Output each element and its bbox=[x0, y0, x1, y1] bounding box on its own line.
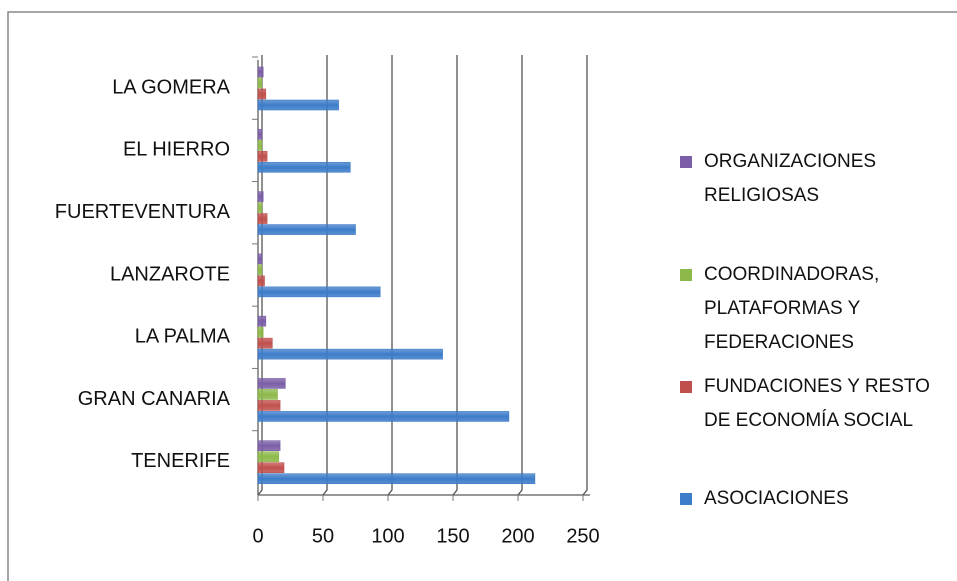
x-tick-label: 0 bbox=[252, 525, 263, 547]
y-tick-label: LA GOMERA bbox=[112, 76, 230, 98]
y-tick-label: GRAN CANARIA bbox=[78, 388, 231, 410]
bar bbox=[257, 337, 273, 349]
bar bbox=[257, 213, 268, 224]
grid-line bbox=[582, 55, 588, 496]
bar bbox=[257, 224, 356, 235]
x-tick-label: 200 bbox=[501, 525, 534, 547]
bar bbox=[257, 440, 281, 452]
legend-label: ASOCIACIONES bbox=[704, 488, 849, 509]
bar bbox=[257, 315, 267, 327]
bar bbox=[257, 378, 286, 389]
x-tick-label: 50 bbox=[312, 525, 334, 547]
bar bbox=[257, 66, 264, 78]
bar bbox=[257, 264, 263, 276]
legend-label: FUNDACIONES Y RESTO DE ECONOMÍA SOCIAL bbox=[704, 376, 930, 431]
legend-swatch bbox=[680, 493, 692, 505]
grid-line bbox=[387, 55, 393, 496]
bar bbox=[257, 99, 339, 111]
bar bbox=[257, 253, 263, 265]
bar bbox=[257, 88, 267, 100]
bar bbox=[257, 326, 264, 338]
grid-line bbox=[322, 55, 328, 496]
y-tick-label: LANZAROTE bbox=[110, 263, 230, 285]
x-tick-label: 250 bbox=[566, 525, 599, 547]
bar bbox=[257, 275, 265, 287]
legend-swatch bbox=[680, 156, 692, 168]
bar bbox=[257, 400, 281, 411]
bar bbox=[257, 161, 351, 173]
legend-item: ASOCIACIONES bbox=[680, 482, 952, 516]
legend-item: COORDINADORAS, PLATAFORMAS Y FEDERACIONE… bbox=[680, 258, 952, 360]
chart-border bbox=[7, 11, 957, 581]
bar bbox=[257, 202, 263, 213]
bar bbox=[257, 191, 264, 202]
legend-swatch bbox=[680, 381, 692, 393]
bar bbox=[257, 473, 536, 485]
legend-item: ORGANIZACIONES RELIGIOSAS bbox=[680, 145, 952, 213]
x-tick-label: 150 bbox=[436, 525, 469, 547]
y-tick-label: FUERTEVENTURA bbox=[55, 201, 231, 223]
legend-swatch bbox=[680, 269, 692, 281]
grid-line bbox=[452, 55, 458, 496]
bar bbox=[257, 462, 285, 474]
y-tick-label: TENERIFE bbox=[131, 450, 230, 472]
bar bbox=[257, 389, 278, 400]
bar bbox=[257, 411, 510, 422]
grid-line bbox=[517, 55, 523, 496]
bar bbox=[257, 150, 268, 162]
bar bbox=[257, 139, 263, 151]
bar bbox=[257, 128, 263, 140]
bar bbox=[257, 451, 280, 463]
bar bbox=[257, 77, 263, 89]
x-tick-label: 100 bbox=[371, 525, 404, 547]
legend-item: FUNDACIONES Y RESTO DE ECONOMÍA SOCIAL bbox=[680, 370, 952, 438]
bar bbox=[257, 286, 381, 298]
y-tick-label: LA PALMA bbox=[135, 326, 231, 348]
bar bbox=[257, 348, 443, 360]
legend-label: COORDINADORAS, PLATAFORMAS Y FEDERACIONE… bbox=[704, 264, 880, 353]
legend-label: ORGANIZACIONES RELIGIOSAS bbox=[704, 151, 877, 206]
y-tick-label: EL HIERRO bbox=[123, 139, 230, 161]
